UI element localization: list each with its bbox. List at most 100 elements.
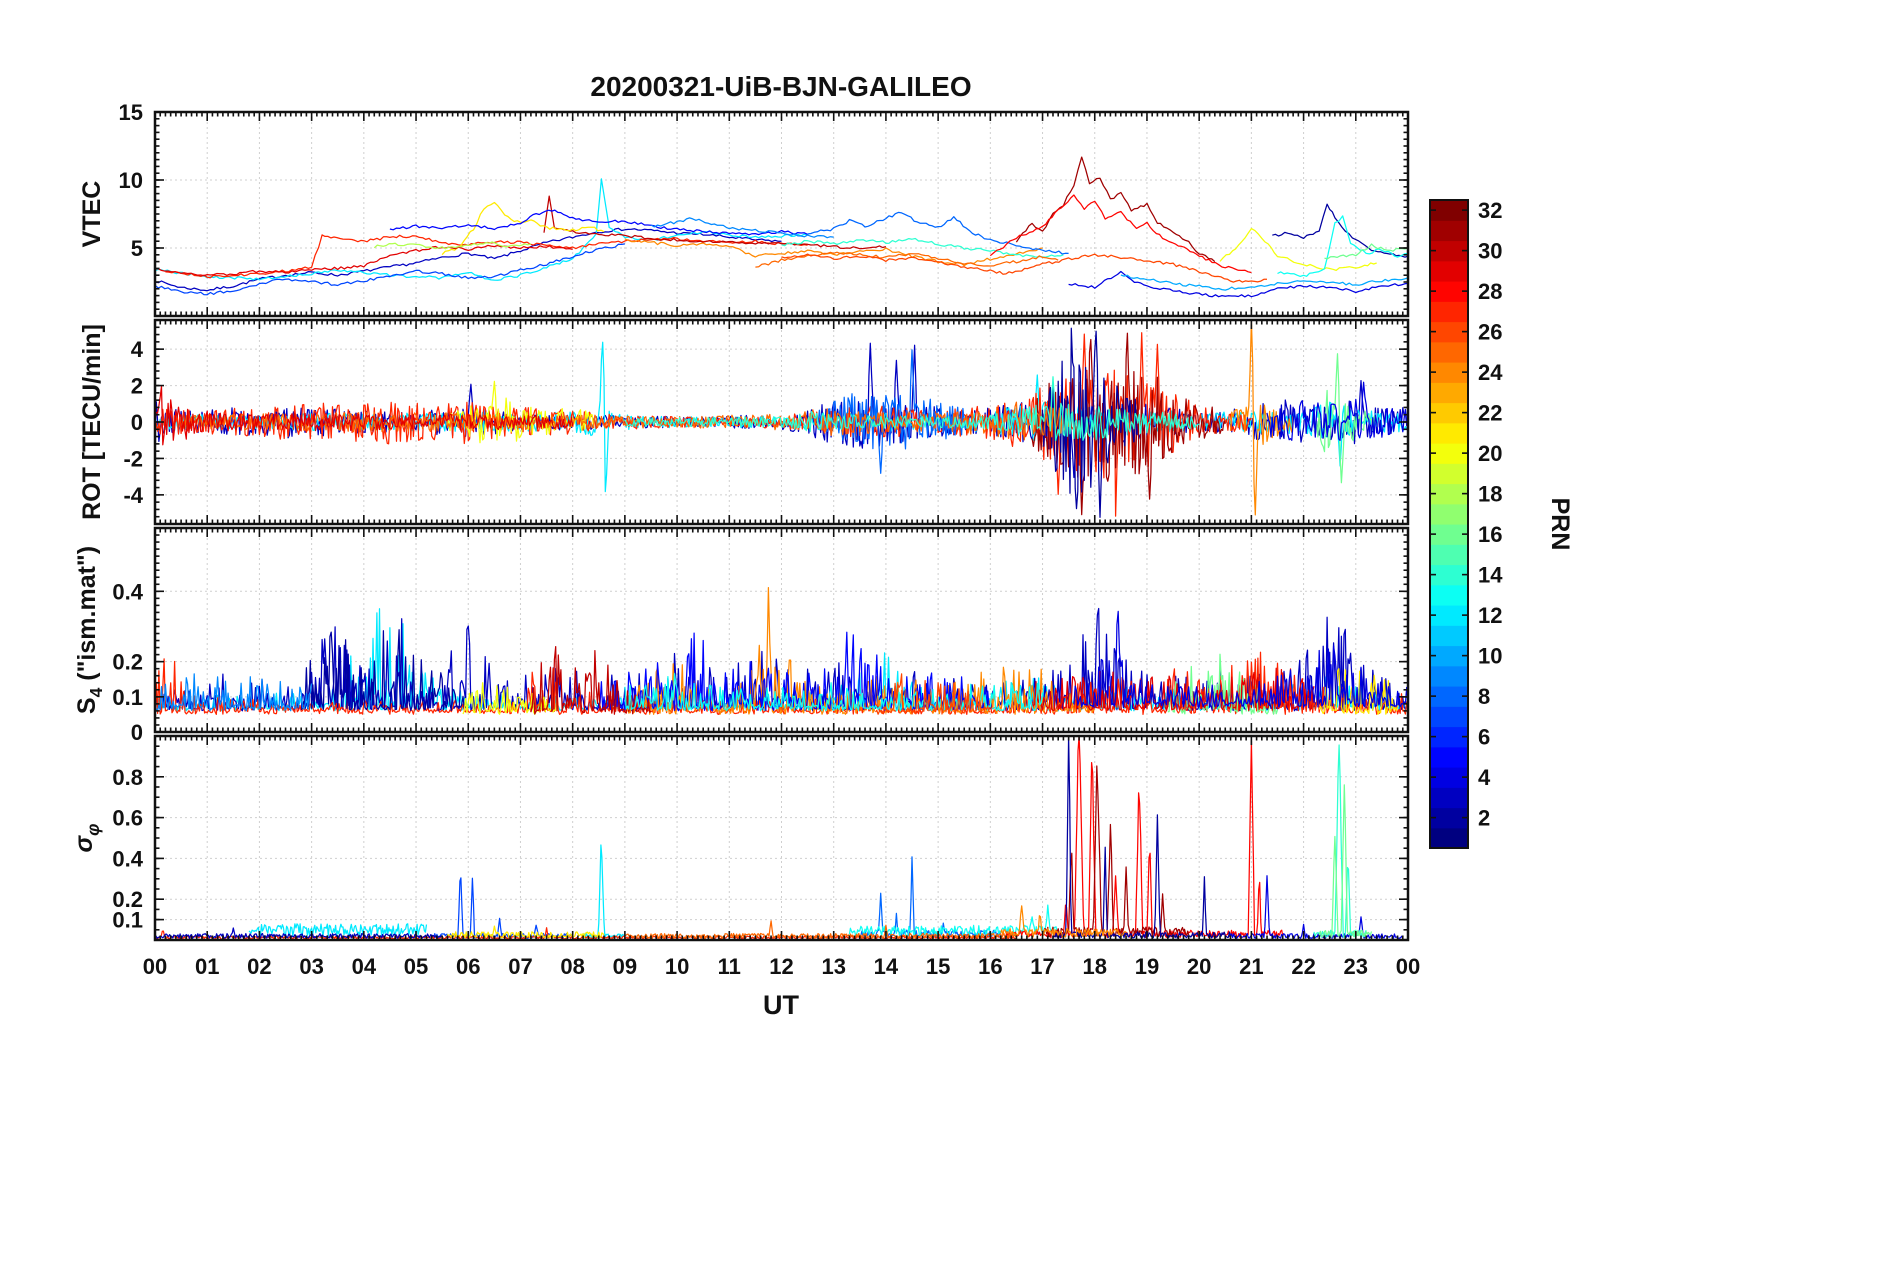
ylabel-rot: ROT [TECU/min]: [78, 324, 106, 520]
panel-rot: -4 -2 0 2 4 ROT [TECU/min]: [78, 318, 1410, 526]
xtick-label: 12: [769, 954, 793, 979]
series-group-s4: [154, 586, 1409, 716]
series-s4-prn5: [598, 631, 991, 712]
ytick-label-sigma-phi: 0.1: [112, 908, 143, 933]
xtick-label: 05: [404, 954, 428, 979]
series-vtec-prn3: [154, 227, 782, 292]
colorbar-tick-label: 30: [1478, 239, 1502, 264]
colorbar-label: PRN: [1546, 498, 1574, 551]
ytick-label-rot: 4: [131, 337, 144, 362]
ytick-label-vtec: 5: [131, 236, 143, 261]
series-vtec-prn28: [989, 194, 1252, 274]
colorbar-tick-label: 24: [1478, 360, 1503, 385]
series-s4-prn29: [1031, 667, 1315, 712]
ytick-label-s4: 0.4: [112, 579, 143, 604]
xtick-label: 11: [718, 954, 741, 979]
xtick-label: 01: [195, 954, 219, 979]
series-vtec-prn2: [1272, 203, 1409, 258]
xtick-label: 02: [247, 954, 271, 979]
series-vtec-prn13: [1277, 215, 1409, 278]
ytick-label-s4: 0: [131, 720, 143, 745]
xtick-label: 13: [821, 954, 845, 979]
xtick-label: 00: [1396, 954, 1420, 979]
xtick-label: 19: [1135, 954, 1159, 979]
series-vtec-prn30: [543, 195, 887, 250]
series-sigma-phi-prn12: [248, 923, 428, 937]
colorbar-tick-label: 2: [1478, 806, 1490, 831]
xtick-label: 04: [352, 954, 377, 979]
xtick-label: 07: [508, 954, 532, 979]
x-axis-label: UT: [763, 990, 799, 1020]
xtick-label: 06: [456, 954, 480, 979]
ytick-label-sigma-phi: 0.8: [112, 765, 143, 790]
ytick-label-rot: -4: [123, 483, 143, 508]
series-vtec-prn12: [154, 178, 808, 281]
series-sigma-phi-prn8: [859, 856, 1002, 939]
series-vtec-prn27: [165, 234, 808, 279]
ytick-label-sigma-phi: 0.4: [112, 846, 143, 871]
colorbar-tick-label: 14: [1478, 563, 1503, 588]
series-rot-prn16: [1313, 353, 1378, 484]
ytick-label-s4: 0.2: [112, 650, 143, 675]
series-rot-prn14: [624, 376, 1200, 442]
colorbar-tick-label: 32: [1478, 198, 1502, 223]
series-vtec-prn10: [1120, 274, 1409, 291]
series-sigma-phi-prn16: [1318, 784, 1373, 938]
series-sigma-phi-prn25: [624, 920, 1017, 940]
colorbar-frame: [1429, 199, 1469, 849]
series-vtec-prn4: [1068, 270, 1409, 298]
ylabel-s4: S4 ("ism.mat"): [73, 546, 106, 714]
xtick-label: 22: [1291, 954, 1315, 979]
xtick-label: 21: [1239, 954, 1263, 979]
series-group-sigma-phi: [154, 735, 1404, 940]
panel-sigma-phi: 0.10.2 0.4 0.6 0.8 σφ: [70, 734, 1410, 942]
panel-s4: 0 0.1 0.2 0.4S4 ("ism.mat"): [73, 526, 1410, 745]
series-s4-prn20: [462, 682, 558, 715]
panel-vtec: 5 10 15 VTEC: [78, 100, 1410, 318]
series-vtec-prn26: [781, 253, 1267, 283]
xtick-label: 15: [926, 954, 950, 979]
series-sigma-phi-prn13: [848, 904, 1059, 937]
series-rot-prn25: [180, 401, 1070, 441]
ytick-label-rot: 0: [131, 410, 143, 435]
series-s4-prn9: [154, 673, 313, 712]
series-vtec-prn8: [807, 211, 1069, 255]
series-vtec-prn7: [154, 243, 625, 296]
xtick-label: 17: [1030, 954, 1054, 979]
ticks-rot: [154, 319, 1409, 525]
series-group-vtec: [154, 156, 1409, 298]
series-vtec-prn18: [373, 241, 532, 250]
series-vtec-prn14: [781, 237, 1064, 258]
ytick-label-vtec: 10: [119, 168, 143, 193]
colorbar-tick-label: 6: [1478, 725, 1490, 750]
xtick-label: 14: [874, 954, 899, 979]
series-rot-prn4: [1266, 381, 1409, 442]
chart-title: 20200321-UiB-BJN-GALILEO: [590, 71, 971, 102]
series-vtec-prn5: [389, 209, 808, 236]
colorbar-tick-label: 16: [1478, 522, 1502, 547]
colorbar-tick-label: 18: [1478, 482, 1502, 507]
ytick-label-vtec: 15: [119, 100, 143, 125]
ytick-label-rot: 2: [131, 374, 143, 399]
series-vtec-prn25: [755, 251, 1059, 268]
colorbar-tick-label: 12: [1478, 603, 1502, 628]
xtick-label: 18: [1083, 954, 1107, 979]
xtick-label: 20: [1187, 954, 1211, 979]
ytick-label-sigma-phi: 0.6: [112, 806, 143, 831]
ticks-sigma-phi: [154, 735, 1409, 941]
xtick-label: 16: [978, 954, 1002, 979]
series-sigma-phi-prn31: [1041, 765, 1190, 938]
colorbar-tick-label: 22: [1478, 401, 1502, 426]
series-s4-prn21: [1318, 668, 1399, 715]
series-sigma-phi-prn12: [582, 844, 626, 939]
series-rot-prn2: [1041, 327, 1138, 518]
series-s4-prn2: [300, 629, 469, 712]
series-group-rot: [154, 320, 1409, 518]
xtick-label: 00: [143, 954, 167, 979]
ytick-label-s4: 0.1: [112, 685, 143, 710]
colorbar-tick-label: 10: [1478, 644, 1502, 669]
